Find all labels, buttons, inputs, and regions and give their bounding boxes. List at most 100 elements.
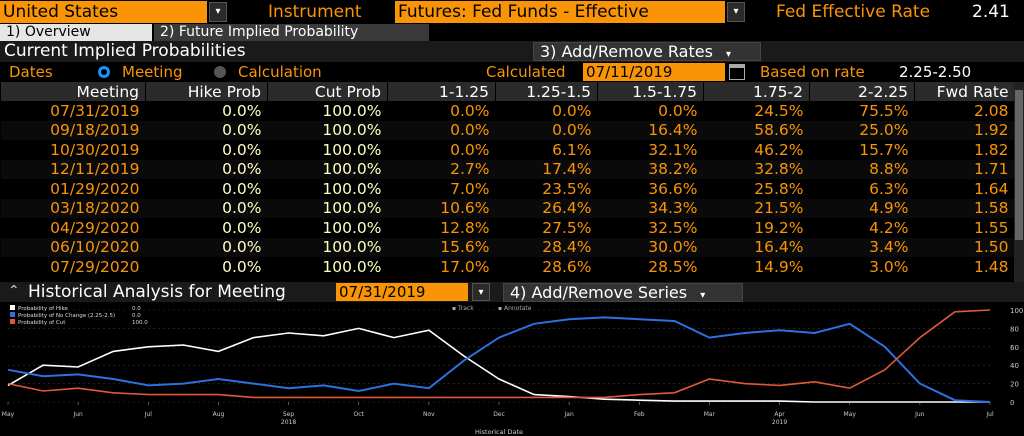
table-cell: 100.0%: [322, 218, 382, 237]
based-on-label: Based on rate: [760, 63, 865, 81]
table-cell: 100.0%: [267, 237, 388, 257]
instrument-dropdown-icon[interactable]: ▾: [727, 2, 745, 22]
table-cell: 32.8%: [703, 159, 810, 179]
calculation-label: Calculation: [238, 63, 322, 81]
table-header-cell[interactable]: Meeting: [0, 82, 146, 101]
tab-bar: 1) Overview 2) Future Implied Probabilit…: [0, 24, 1024, 41]
table-header-cell[interactable]: Cut Prob: [267, 82, 388, 101]
table-cell: 1.50: [914, 237, 1015, 257]
calculation-radio[interactable]: [214, 66, 226, 78]
table-cell: 16.4%: [703, 237, 810, 257]
table-cell: 32.5%: [648, 218, 698, 237]
table-row[interactable]: 09/18/2019 0.0% 100.0% 0.0% 0.0% 16.4% 58.6% 25…: [0, 120, 1015, 140]
calculated-date-field[interactable]: 07/11/2019: [583, 63, 725, 81]
table-cell: 17.0%: [440, 257, 490, 276]
table-scrollbar[interactable]: [1014, 82, 1024, 282]
no-change-series-line: [7, 316, 991, 403]
table-cell: 30.0%: [597, 237, 704, 257]
table-cell: 26.4%: [495, 198, 598, 218]
tab-overview[interactable]: 1) Overview: [0, 24, 152, 41]
x-tick-label: Feb: [634, 411, 645, 418]
table-header-cell[interactable]: 1.75-2: [703, 82, 810, 101]
add-remove-rates-button[interactable]: 3) Add/Remove Rates ▾: [533, 42, 761, 61]
table-row[interactable]: 06/10/2020 0.0% 100.0% 15.6% 28.4% 30.0% 16.4%…: [0, 237, 1015, 257]
table-cell: 0.0%: [145, 120, 268, 140]
x-tick-label: Aug: [213, 411, 225, 418]
table-cell: 3.0%: [869, 257, 909, 276]
y-tick-label: 20: [1010, 381, 1019, 389]
table-cell: 0.0%: [222, 140, 262, 159]
table-cell: 7.0%: [450, 179, 490, 198]
collapse-icon[interactable]: ⌃: [8, 283, 20, 299]
table-body: 07/31/2019 0.0% 100.0% 0.0% 0.0% 0.0% 24.5% 75.…: [0, 101, 1015, 277]
table-cell: 100.0%: [322, 179, 382, 198]
table-row[interactable]: 04/29/2020 0.0% 100.0% 12.8% 27.5% 32.5% 19.2%…: [1, 218, 1015, 238]
table-cell: 12/11/2019: [0, 159, 146, 179]
historical-meeting-field[interactable]: 07/31/2019: [336, 283, 468, 301]
table-cell: 100.0%: [322, 101, 382, 120]
table-row[interactable]: 12/11/2019 0.0% 100.0% 2.7% 17.4% 38.2% 32.8% 8…: [0, 159, 1015, 179]
instrument-label: Instrument: [268, 2, 362, 22]
add-remove-series-button[interactable]: 4) Add/Remove Series ▾: [503, 283, 743, 302]
table-cell: 6.3%: [869, 179, 909, 198]
legend-entry: Probability of Cut: [18, 320, 66, 326]
dates-row: Dates Meeting Calculation Calculated 07/…: [0, 62, 1024, 82]
table-cell: 28.4%: [495, 237, 598, 257]
table-cell: 06/10/2020: [0, 237, 146, 257]
table-cell: 17.4%: [495, 159, 598, 179]
table-header-cell[interactable]: 1-1.25: [387, 82, 496, 101]
table-cell: 58.6%: [703, 120, 810, 140]
meeting-label: Meeting: [122, 63, 183, 81]
x-tick-label: Jun: [914, 411, 925, 418]
meeting-radio[interactable]: [98, 66, 110, 78]
table-header-cell[interactable]: Hike Prob: [145, 82, 268, 101]
hike-series-line: [7, 327, 990, 403]
historical-title: Historical Analysis for Meeting: [28, 282, 286, 302]
table-cell: 1.64: [973, 179, 1009, 198]
top-bar: United States ▾ Instrument Futures: Fed …: [0, 0, 1024, 24]
table-cell: 8.8%: [809, 159, 915, 179]
table-row[interactable]: 07/31/2019 0.0% 100.0% 0.0% 0.0% 0.0% 24.5% 75.…: [1, 101, 1015, 121]
table-cell: 0.0%: [387, 120, 496, 140]
tab-future-implied-probability[interactable]: 2) Future Implied Probability: [154, 24, 429, 41]
meeting-dropdown-icon[interactable]: ▾: [472, 283, 490, 301]
y-tick-label: 100: [1010, 307, 1023, 315]
table-cell: 27.5%: [542, 218, 592, 237]
historical-chart[interactable]: 0 20 40 60 80 100 Probability of Hike 0.0 Probab…: [0, 302, 1024, 436]
probability-table: Meeting Hike Prob Cut Prob 1-1.25 1.25-1.5 1.…: [0, 82, 1024, 282]
table-cell: 14.9%: [754, 257, 804, 276]
table-cell: 1.55: [973, 218, 1009, 237]
based-on-value: 2.25-2.50: [899, 63, 972, 81]
table-row[interactable]: 01/29/2020 0.0% 100.0% 7.0% 23.5% 36.6% 25.8% 6…: [1, 179, 1015, 199]
table-cell: 100.0%: [322, 257, 382, 276]
table-cell: 0.0%: [450, 101, 490, 120]
table-cell: 01/29/2020: [50, 179, 140, 198]
country-dropdown-icon[interactable]: ▾: [209, 2, 227, 22]
fed-rate-label: Fed Effective Rate: [776, 2, 931, 22]
table-row[interactable]: 07/29/2020 0.0% 100.0% 17.0% 28.6% 28.5% 14.9%…: [1, 257, 1015, 277]
table-cell: 0.0%: [495, 120, 598, 140]
chevron-down-icon: ▾: [726, 49, 732, 60]
table-cell: 0.0%: [450, 140, 490, 159]
table-cell: 1.48: [973, 257, 1009, 276]
table-cell: 38.2%: [597, 159, 704, 179]
scrollbar-thumb[interactable]: [1015, 90, 1023, 240]
table-row[interactable]: 03/18/2020 0.0% 100.0% 10.6% 26.4% 34.3% 21.5%…: [0, 198, 1015, 218]
table-row[interactable]: 10/30/2019 0.0% 100.0% 0.0% 6.1% 32.1% 46.2% 15…: [1, 140, 1015, 160]
legend-entry: Probability of No Change (2.25-2.5): [18, 313, 115, 319]
table-cell: 21.5%: [703, 198, 810, 218]
table-cell: 10.6%: [387, 198, 496, 218]
table-cell: 28.5%: [648, 257, 698, 276]
calendar-icon[interactable]: [729, 64, 745, 80]
table-header-cell[interactable]: 1.25-1.5: [495, 82, 598, 101]
x-tick-label: Jun: [72, 411, 83, 418]
country-select[interactable]: United States: [0, 1, 207, 23]
legend-entry: Probability of Hike: [18, 306, 69, 312]
table-cell: 1.92: [914, 120, 1015, 140]
table-header-cell[interactable]: 1.5-1.75: [597, 82, 704, 101]
table-header-cell[interactable]: Fwd Rate: [914, 82, 1015, 101]
instrument-select[interactable]: Futures: Fed Funds - Effective: [395, 1, 725, 23]
table-header-row: Meeting Hike Prob Cut Prob 1-1.25 1.25-1.5 1.…: [0, 82, 1015, 101]
table-cell: 0.0%: [222, 101, 262, 120]
table-header-cell[interactable]: 2-2.25: [809, 82, 915, 101]
